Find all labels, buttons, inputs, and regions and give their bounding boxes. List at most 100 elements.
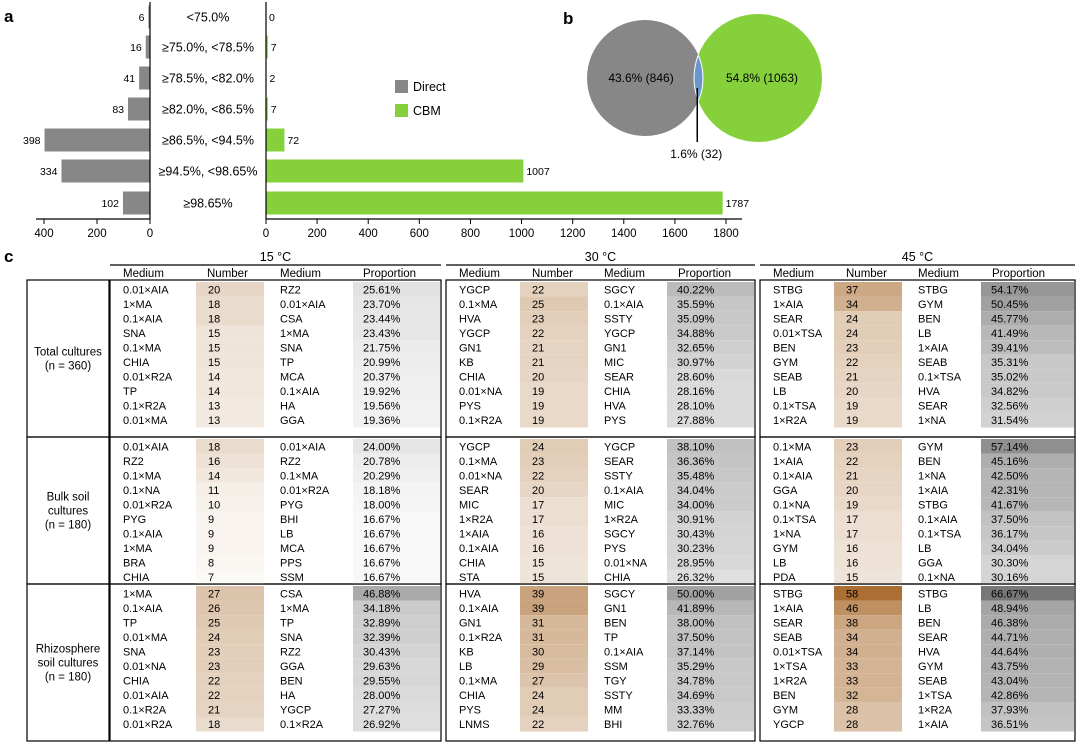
table-block-frame xyxy=(445,583,756,742)
proportion-cell xyxy=(667,282,754,297)
table-cell-number: 34 xyxy=(846,646,858,658)
table-cell-medium-ranked: BEN xyxy=(918,313,941,325)
number-cell xyxy=(196,658,264,674)
number-cell xyxy=(834,716,902,732)
column-header: Proportion xyxy=(363,268,416,280)
category-label: <75.0% xyxy=(187,11,230,25)
table-cell-medium-ranked: PYS xyxy=(604,415,626,427)
table-cell-proportion: 42.50% xyxy=(991,470,1029,482)
table-cell-medium: 1×MA xyxy=(123,543,153,555)
table-cell-medium: PYS xyxy=(459,705,481,717)
table-cell-proportion: 23.43% xyxy=(363,328,401,340)
table-cell-medium-ranked: PYS xyxy=(604,543,626,555)
proportion-cell xyxy=(353,311,440,326)
table-cell-medium: 0.1×AIA xyxy=(773,470,813,482)
table-cell-medium: PYG xyxy=(123,514,146,526)
table-cell-medium-ranked: HVA xyxy=(918,386,940,398)
proportion-cell xyxy=(981,369,1074,384)
table-cell-medium-ranked: CSA xyxy=(280,588,303,600)
table-cell-medium-ranked: SEAR xyxy=(604,456,634,468)
table-cell-number: 17 xyxy=(846,529,858,541)
table-cell-medium-ranked: TGY xyxy=(604,676,627,688)
group-label-line: cultures xyxy=(48,506,89,518)
table-cell-medium: TP xyxy=(123,617,137,629)
table-cell-proportion: 34.00% xyxy=(677,499,715,511)
table-cell-number: 24 xyxy=(532,441,544,453)
table-cell-proportion: 30.43% xyxy=(363,646,401,658)
proportion-cell xyxy=(981,354,1074,370)
table-cell-number: 9 xyxy=(208,543,214,555)
table-cell-medium-ranked: SGCY xyxy=(604,284,636,296)
table-cell-number: 9 xyxy=(208,529,214,541)
table-cell-number: 18 xyxy=(208,313,220,325)
column-header: Medium xyxy=(459,268,500,280)
table-cell-proportion: 35.29% xyxy=(677,661,715,673)
number-cell xyxy=(196,687,264,703)
table-cell-medium: 0.01×AIA xyxy=(123,284,169,296)
number-cell xyxy=(520,526,588,541)
proportion-cell xyxy=(981,586,1074,601)
proportion-cell xyxy=(353,569,440,585)
table-cell-proportion: 57.14% xyxy=(991,441,1029,453)
table-cell-medium: 0.1×AIA xyxy=(123,529,163,541)
table-cell-number: 15 xyxy=(208,357,220,369)
table-cell-proportion: 32.65% xyxy=(677,342,715,354)
table-cell-proportion: 66.67% xyxy=(991,588,1029,600)
table-cell-number: 16 xyxy=(532,543,544,555)
table-cell-medium: GN1 xyxy=(459,617,482,629)
category-label: ≥75.0%, <78.5% xyxy=(162,41,254,55)
number-cell xyxy=(196,716,264,732)
table-cell-medium-ranked: 1×AIA xyxy=(918,485,949,497)
proportion-cell xyxy=(667,439,754,454)
table-cell-proportion: 44.64% xyxy=(991,646,1029,658)
table-cell-medium-ranked: GGA xyxy=(918,558,943,570)
table-cell-proportion: 32.56% xyxy=(991,401,1029,413)
table-cell-number: 25 xyxy=(532,299,544,311)
table-cell-proportion: 38.00% xyxy=(677,617,715,629)
table-cell-proportion: 24.00% xyxy=(363,441,401,453)
proportion-cell xyxy=(667,658,754,674)
table-cell-number: 28 xyxy=(846,705,858,717)
proportion-cell xyxy=(667,716,754,732)
number-cell xyxy=(834,282,902,297)
table-cell-number: 25 xyxy=(208,617,220,629)
proportion-cell xyxy=(667,600,754,616)
proportion-cell xyxy=(353,644,440,659)
direct-bar xyxy=(128,97,150,121)
number-cell xyxy=(520,482,588,498)
table-cell-number: 24 xyxy=(532,705,544,717)
table-cell-medium: 1×R2A xyxy=(773,415,808,427)
table-cell-proportion: 36.36% xyxy=(677,456,715,468)
table-cell-medium-ranked: SSTY xyxy=(604,470,633,482)
proportion-cell xyxy=(353,511,440,527)
table-cell-number: 22 xyxy=(532,470,544,482)
venn-circle-cbm xyxy=(694,14,822,142)
table-cell-medium-ranked: TP xyxy=(604,632,618,644)
table-cell-proportion: 35.31% xyxy=(991,357,1029,369)
table-cell-proportion: 27.88% xyxy=(677,415,715,427)
right-axis-tick-label: 200 xyxy=(308,228,327,240)
table-cell-medium-ranked: SEAR xyxy=(918,632,948,644)
table-cell-medium: GYM xyxy=(773,543,798,555)
table-cell-proportion: 28.00% xyxy=(363,690,401,702)
table-cell-medium-ranked: TP xyxy=(280,617,294,629)
table-cell-number: 24 xyxy=(208,632,220,644)
table-cell-medium-ranked: 1×MA xyxy=(280,603,310,615)
table-cell-number: 16 xyxy=(208,456,220,468)
table-cell-medium: 0.01×AIA xyxy=(123,441,169,453)
table-cell-medium: 0.1×TSA xyxy=(773,514,817,526)
table-cell-medium-ranked: LB xyxy=(918,543,931,555)
table-cell-medium-ranked: BEN xyxy=(604,617,627,629)
table-cell-number: 34 xyxy=(846,632,858,644)
table-cell-medium-ranked: LB xyxy=(918,603,931,615)
table-cell-number: 17 xyxy=(532,514,544,526)
proportion-cell xyxy=(353,629,440,645)
table-cell-medium: 0.01×MA xyxy=(123,415,168,427)
table-cell-medium: 0.1×NA xyxy=(123,485,161,497)
group-label-box xyxy=(26,279,110,438)
table-cell-number: 22 xyxy=(532,284,544,296)
proportion-cell xyxy=(353,398,440,413)
table-cell-proportion: 37.93% xyxy=(991,705,1029,717)
number-cell xyxy=(834,296,902,312)
